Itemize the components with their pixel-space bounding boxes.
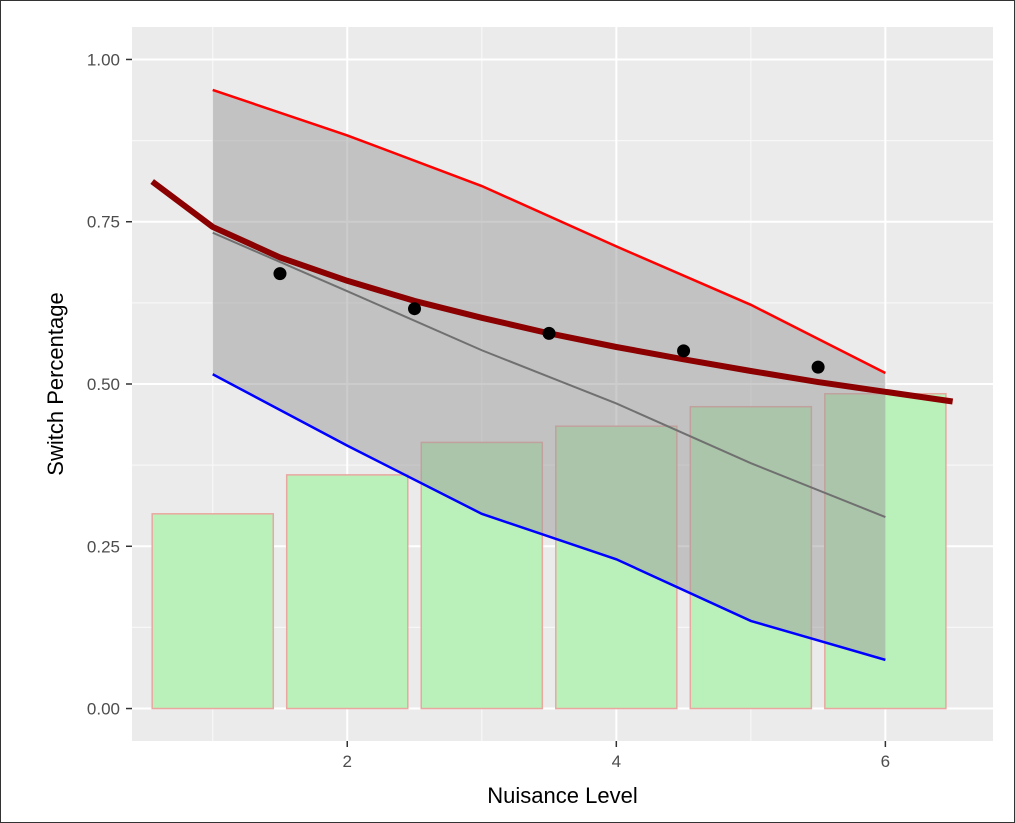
mean-line (212, 231, 886, 518)
y-axis-title: Switch Percentage (43, 292, 68, 475)
y-tick-label: 0.25 (87, 537, 120, 556)
data-point (273, 267, 287, 281)
x-axis-title: Nuisance Level (487, 783, 637, 808)
x-axis-ticks: 2 4 6 (343, 741, 890, 771)
point-series (273, 267, 825, 374)
interval-ribbon (212, 89, 886, 660)
x-tick-label: 6 (881, 752, 890, 771)
data-point (408, 302, 422, 316)
bar (285, 474, 409, 710)
y-tick-label: 0.50 (87, 375, 120, 394)
x-tick-label: 4 (612, 752, 621, 771)
upper-bound-line (212, 88, 886, 375)
x-tick-label: 2 (343, 752, 352, 771)
bar (151, 513, 275, 710)
data-point (542, 326, 556, 340)
lower-bound-line (212, 373, 886, 662)
y-tick-label: 0.00 (87, 700, 120, 719)
y-tick-label: 0.75 (87, 213, 120, 232)
y-tick-label: 1.00 (87, 50, 120, 69)
data-point (811, 360, 825, 374)
data-point (677, 344, 691, 358)
y-axis-ticks: 0.00 0.25 0.50 0.75 1.00 (87, 50, 132, 719)
interval-band (212, 89, 886, 660)
